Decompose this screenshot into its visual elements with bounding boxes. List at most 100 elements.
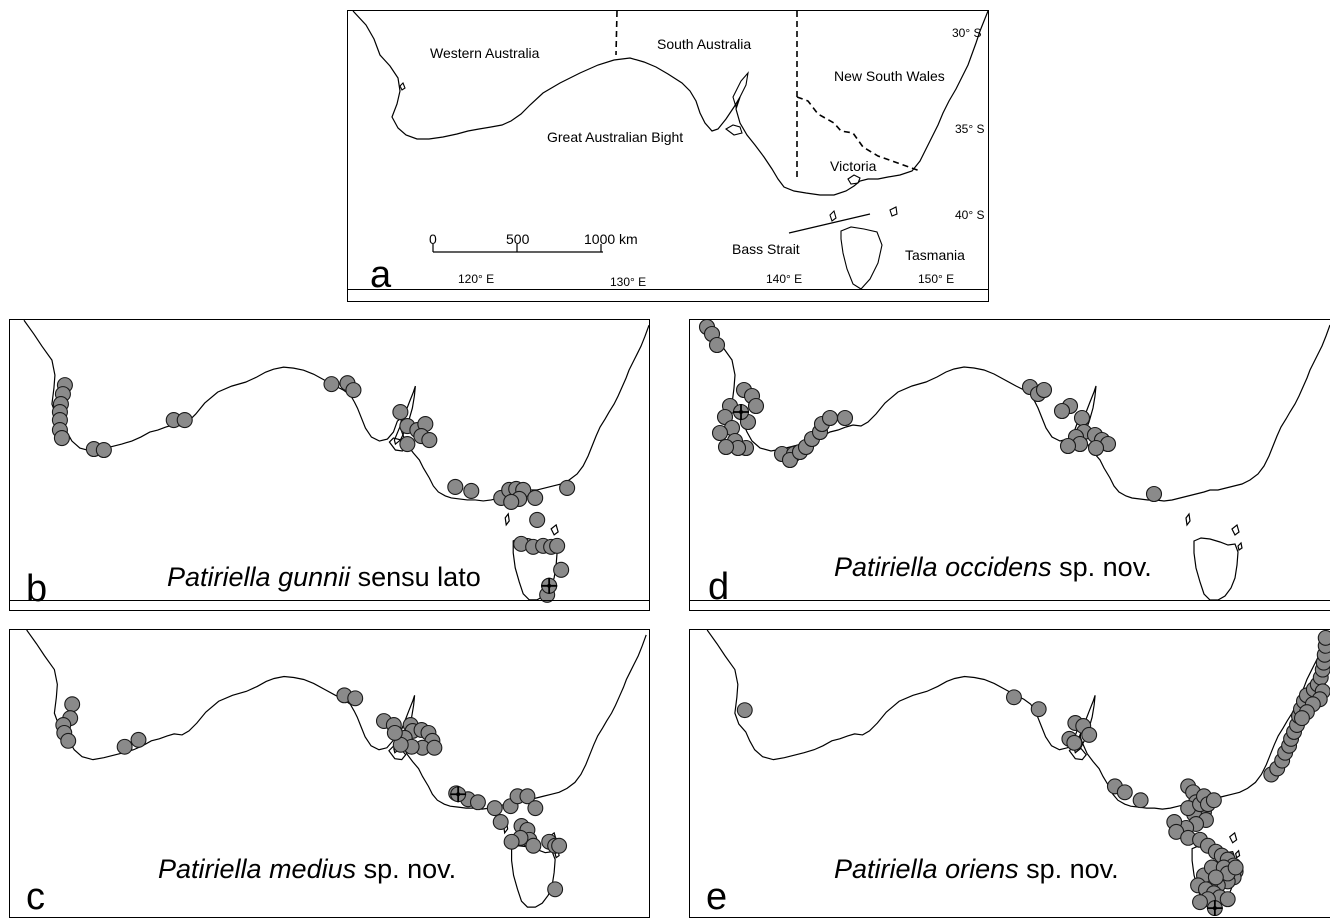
record-marker: [95, 441, 112, 459]
distribution-map: [706, 630, 1330, 917]
mainland-coastline: [23, 320, 649, 502]
type-locality-marker: [732, 403, 750, 421]
species-genus: Patiriella: [834, 552, 938, 582]
scale-bar-tick-label: 0: [429, 231, 437, 247]
record-marker: [447, 478, 464, 496]
record-marker: [426, 739, 443, 756]
species-qualifier: sp. nov.: [1051, 552, 1152, 582]
distribution-map: [23, 320, 649, 603]
label-great-australian-bight: Great Australian Bight: [547, 129, 684, 145]
record-marker: [717, 438, 735, 456]
tasmania-outline: [840, 226, 883, 290]
species-title: Patiriella oriens sp. nov.: [834, 854, 1119, 885]
record-marker: [1293, 710, 1310, 727]
longitude-label: 140° E: [766, 272, 803, 286]
mainland-coastline: [352, 11, 988, 196]
record-marker: [463, 482, 480, 499]
type-locality-marker: [1206, 900, 1223, 917]
latitude-label: 30° S: [952, 26, 982, 40]
record-marker: [1053, 402, 1071, 420]
island-outline: [829, 209, 837, 222]
label-victoria: Victoria: [830, 158, 877, 174]
record-marker: [527, 800, 544, 817]
island-outline: [1234, 849, 1241, 859]
kangaroo-island-outline: [725, 124, 743, 136]
panel-letter: e: [706, 876, 728, 918]
label-south-australia: South Australia: [657, 36, 752, 52]
species-qualifier: sensu lato: [350, 562, 481, 592]
record-marker: [503, 493, 520, 510]
panel-letter: b: [26, 568, 48, 610]
island-outline: [1237, 541, 1243, 551]
record-marker: [553, 561, 570, 578]
record-marker: [503, 833, 520, 850]
overview-map-panel: Western Australia South Australia New So…: [347, 10, 989, 302]
species-genus: Patiriella: [167, 562, 271, 592]
distribution-map: [26, 630, 647, 908]
species-title: Patiriella gunnii sensu lato: [167, 562, 481, 593]
species-map-panel-b: Patiriella gunnii sensu lato b: [9, 319, 650, 611]
record-marker: [469, 794, 486, 811]
species-epithet: medius: [269, 854, 357, 884]
record-marker: [1087, 439, 1105, 457]
island-outline: [889, 206, 898, 217]
label-tasmania: Tasmania: [905, 247, 965, 263]
record-marker: [64, 696, 81, 713]
record-marker: [1059, 437, 1077, 455]
record-marker: [1192, 894, 1208, 911]
record-marker: [1132, 792, 1149, 809]
label-western-australia: Western Australia: [430, 45, 540, 61]
species-title: Patiriella medius sp. nov.: [158, 854, 456, 885]
record-marker: [1207, 869, 1224, 886]
species-genus: Patiriella: [834, 854, 938, 884]
occurrence-records: [698, 320, 1163, 503]
species-map-panel-d: Patiriella occidens sp. nov. d: [689, 319, 1330, 611]
species-genus: Patiriella: [158, 854, 262, 884]
record-marker: [347, 690, 364, 707]
record-marker: [345, 382, 362, 399]
island-outline: [1185, 512, 1191, 527]
record-marker: [1073, 409, 1091, 427]
record-marker: [525, 837, 542, 854]
record-marker: [421, 432, 438, 449]
latitude-label: 35° S: [955, 122, 985, 136]
bass-strait-line: [788, 213, 871, 234]
record-marker: [53, 430, 70, 447]
mainland-coastline: [706, 630, 1328, 810]
peninsula-outline: [732, 71, 749, 109]
panel-letter: c: [26, 876, 45, 918]
record-marker: [711, 424, 729, 442]
record-marker: [1227, 859, 1244, 876]
record-marker: [529, 511, 546, 528]
species-title: Patiriella occidens sp. nov.: [834, 552, 1152, 583]
state-borders: [615, 11, 921, 179]
species-epithet: oriens: [945, 854, 1019, 884]
record-marker: [821, 409, 839, 427]
record-marker: [547, 881, 564, 898]
scale-bar: [432, 244, 603, 253]
record-marker: [1205, 792, 1222, 809]
distribution-map: [698, 320, 1330, 601]
panel-letter: d: [708, 566, 730, 608]
label-new-south-wales: New South Wales: [834, 68, 945, 84]
overview-map: [352, 11, 988, 290]
island-outline: [1228, 831, 1238, 844]
record-marker: [836, 409, 854, 427]
record-marker: [747, 397, 765, 415]
island-outline: [847, 174, 861, 185]
island-outline: [399, 82, 406, 91]
record-marker: [551, 837, 568, 854]
record-marker: [559, 479, 576, 497]
occurrence-records: [55, 687, 568, 898]
record-marker: [486, 800, 503, 817]
latitude-label: 40° S: [955, 208, 985, 222]
record-marker: [386, 724, 403, 741]
kangaroo-island-outline: [388, 746, 407, 761]
occurrence-records: [51, 375, 576, 603]
type-locality-marker: [450, 786, 467, 803]
scale-bar-tick-label: 1000 km: [584, 231, 638, 247]
record-marker: [1035, 381, 1053, 399]
species-epithet: gunnii: [278, 562, 351, 592]
record-marker: [492, 814, 509, 830]
record-marker: [392, 404, 409, 421]
